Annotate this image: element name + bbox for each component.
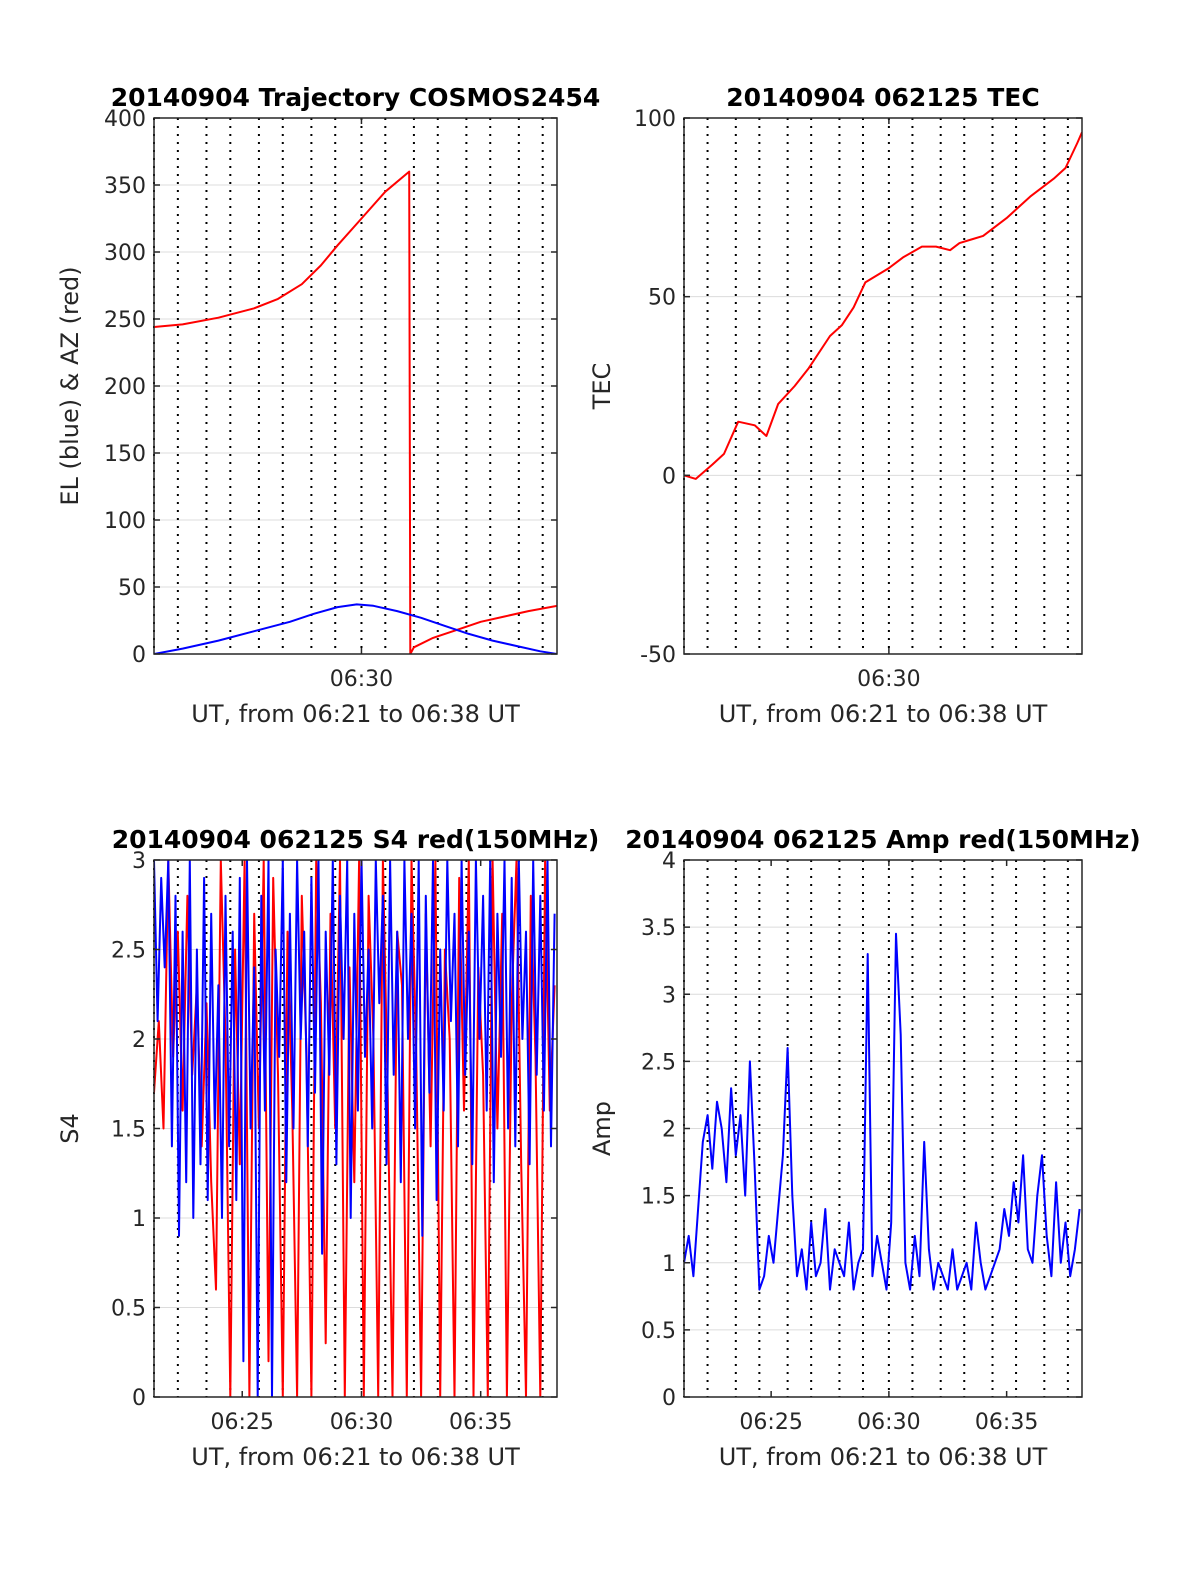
- series-line-amp: [684, 932, 1081, 1291]
- y-axis-label: S4: [56, 1113, 84, 1144]
- y-tick-label: -50: [640, 643, 676, 668]
- x-tick-label: 06:30: [857, 667, 920, 692]
- y-tick-label: 200: [104, 375, 146, 400]
- y-tick-label: 1: [132, 1207, 146, 1232]
- y-tick-label: 2.5: [111, 939, 146, 964]
- chart-panel-4: 0 0.5 1 1.5 2 2.5 3 3.5 4 06:25 06:30 06:35 20140904…: [588, 825, 1141, 1471]
- y-tick-label: 50: [118, 576, 146, 601]
- y-tick-label: 1: [662, 1252, 676, 1277]
- y-tick-label: 1.5: [111, 1118, 146, 1143]
- y-tick-label: 50: [648, 286, 676, 311]
- y-axis-label: TEC: [588, 363, 616, 411]
- y-tick-label: 0.5: [641, 1319, 676, 1344]
- series-group: [154, 860, 556, 1397]
- y-tick-label: 100: [634, 107, 676, 132]
- series-line-az: [154, 170, 557, 654]
- x-axis-label: UT, from 06:21 to 06:38 UT: [719, 700, 1048, 728]
- y-axis-label: EL (blue) & AZ (red): [56, 266, 84, 505]
- series-group: [684, 932, 1081, 1291]
- y-tick-label: 0: [662, 1386, 676, 1411]
- series-group: [684, 131, 1082, 480]
- y-axis-label: Amp: [588, 1101, 616, 1156]
- y-tick-label: 2: [132, 1028, 146, 1053]
- x-axis-label: UT, from 06:21 to 06:38 UT: [191, 1443, 520, 1471]
- y-tick-label: 150: [104, 442, 146, 467]
- y-tick-label: 400: [104, 107, 146, 132]
- series-group: [154, 170, 557, 654]
- y-tick-label: 3: [132, 849, 146, 874]
- x-tick-label: 06:30: [857, 1410, 920, 1435]
- y-tick-label: 2: [662, 1118, 676, 1143]
- y-tick-label: 0: [132, 643, 146, 668]
- x-tick-label: 06:30: [330, 667, 393, 692]
- series-line-tec: [684, 131, 1082, 480]
- y-tick-label: 0: [662, 464, 676, 489]
- y-tick-label: 3.5: [641, 916, 676, 941]
- y-tick-label: 0: [132, 1386, 146, 1411]
- chart-title: 20140904 062125 TEC: [726, 83, 1039, 112]
- y-tick-label: 2.5: [641, 1050, 676, 1075]
- chart-title: 20140904 062125 S4 red(150MHz): [112, 825, 600, 854]
- x-tick-label: 06:25: [739, 1410, 802, 1435]
- y-tick-label: 0.5: [111, 1297, 146, 1322]
- chart-title: 20140904 062125 Amp red(150MHz): [625, 825, 1141, 854]
- y-tick-label: 3: [662, 983, 676, 1008]
- series-line-el: [154, 603, 557, 654]
- y-tick-label: 4: [662, 849, 676, 874]
- x-tick-label: 06:25: [211, 1410, 274, 1435]
- x-tick-label: 06:35: [975, 1410, 1038, 1435]
- x-axis-label: UT, from 06:21 to 06:38 UT: [191, 700, 520, 728]
- y-tick-label: 250: [104, 308, 146, 333]
- chart-title: 20140904 Trajectory COSMOS2454: [111, 83, 601, 112]
- x-tick-label: 06:30: [330, 1410, 393, 1435]
- y-tick-label: 100: [104, 509, 146, 534]
- y-tick-label: 1.5: [641, 1185, 676, 1210]
- x-tick-label: 06:35: [449, 1410, 512, 1435]
- y-tick-label: 300: [104, 241, 146, 266]
- y-tick-label: 350: [104, 174, 146, 199]
- x-axis-label: UT, from 06:21 to 06:38 UT: [719, 1443, 1048, 1471]
- chart-panel-2: -50 0 50 100 06:30 20140904 062125 TEC UT, fro…: [588, 83, 1083, 728]
- chart-panel-3: 0 0.5 1 1.5 2 2.5 3 06:25 06:30 06:35 20140904 062…: [56, 825, 599, 1471]
- chart-panel-1: 0 50 100 150 200 250 300 350 400 06:30 20140904 Tr…: [56, 83, 600, 728]
- axes-box: [683, 117, 1083, 655]
